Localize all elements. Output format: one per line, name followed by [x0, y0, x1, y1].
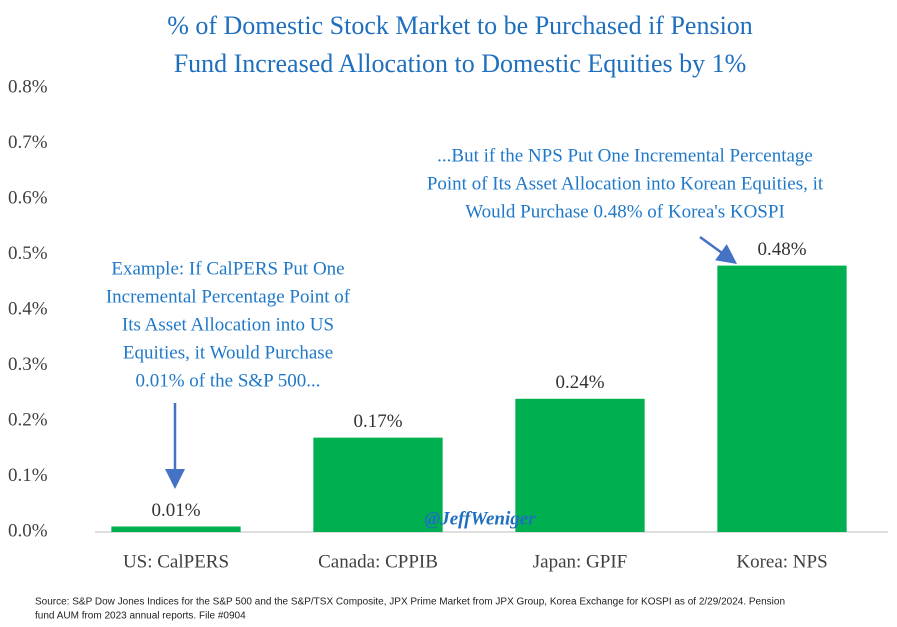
- value-label: 0.24%: [555, 372, 604, 393]
- y-tick-label: 0.3%: [8, 354, 48, 375]
- y-tick-label: 0.7%: [8, 132, 48, 153]
- x-tick-label: Japan: GPIF: [533, 551, 627, 572]
- x-tick-label: Canada: CPPIB: [318, 551, 438, 572]
- bar: [111, 526, 241, 532]
- annotation: Incremental Percentage Point of: [106, 286, 351, 307]
- chart-title: Fund Increased Allocation to Domestic Eq…: [174, 49, 747, 78]
- annotation: ...But if the NPS Put One Incremental Pe…: [437, 145, 813, 166]
- y-tick-label: 0.6%: [8, 187, 48, 208]
- y-tick-label: 0.5%: [8, 243, 48, 264]
- bar: [313, 437, 443, 532]
- bar: [717, 265, 847, 532]
- bar: [515, 398, 645, 532]
- annotation: Equities, it Would Purchase: [123, 342, 333, 363]
- watermark: @JeffWeniger: [424, 508, 536, 529]
- arrow: [699, 235, 738, 264]
- annotation: Point of Its Asset Allocation into Korea…: [427, 173, 824, 194]
- x-tick-label: Korea: NPS: [736, 551, 827, 572]
- annotation: Example: If CalPERS Put One: [111, 258, 344, 279]
- annotation: Would Purchase 0.48% of Korea's KOSPI: [465, 201, 785, 222]
- y-tick-label: 0.2%: [8, 409, 48, 430]
- y-tick-label: 0.8%: [8, 76, 48, 97]
- value-label: 0.01%: [151, 500, 200, 521]
- y-tick-label: 0.0%: [8, 520, 48, 541]
- annotation: Its Asset Allocation into US: [122, 314, 334, 335]
- value-label: 0.17%: [353, 411, 402, 432]
- y-tick-label: 0.1%: [8, 465, 48, 486]
- source-note: fund AUM from 2023 annual reports. File …: [35, 611, 246, 622]
- y-tick-label: 0.4%: [8, 298, 48, 319]
- chart-title: % of Domestic Stock Market to be Purchas…: [167, 11, 753, 40]
- value-label: 0.48%: [757, 239, 806, 260]
- annotation: 0.01% of the S&P 500...: [135, 370, 320, 391]
- x-tick-label: US: CalPERS: [123, 551, 229, 572]
- source-note: Source: S&P Dow Jones Indices for the S&…: [35, 597, 785, 608]
